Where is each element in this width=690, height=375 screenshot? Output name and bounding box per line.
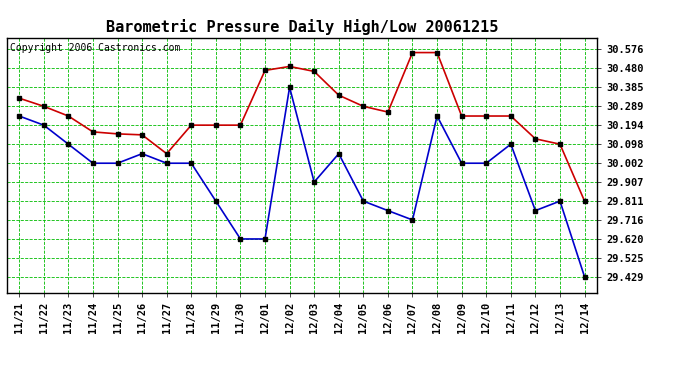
Title: Barometric Pressure Daily High/Low 20061215: Barometric Pressure Daily High/Low 20061… [106,19,498,35]
Text: Copyright 2006 Castronics.com: Copyright 2006 Castronics.com [10,43,180,52]
